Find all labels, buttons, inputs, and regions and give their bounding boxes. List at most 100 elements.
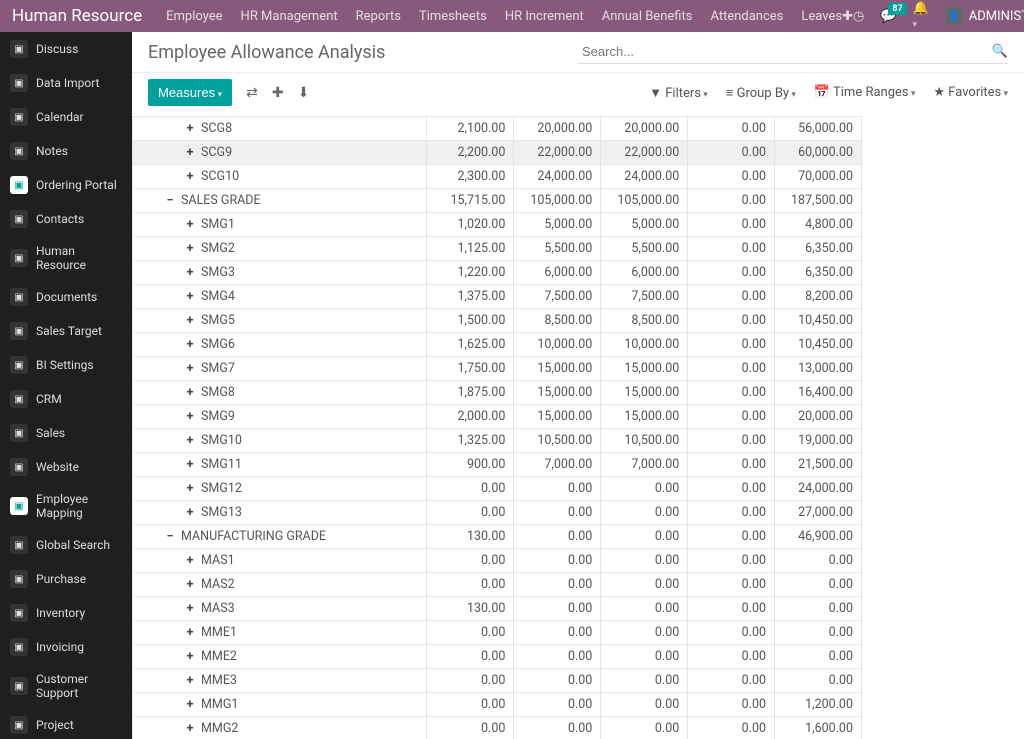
nav-hr-increment[interactable]: HR Increment xyxy=(505,9,584,24)
row-label-cell[interactable]: +MMG1 xyxy=(133,693,427,717)
sidebar-item-website[interactable]: ▣Website xyxy=(0,450,132,484)
nav-annual-benefits[interactable]: Annual Benefits xyxy=(602,9,693,24)
expand-icon[interactable]: + xyxy=(183,721,197,736)
row-label-cell[interactable]: −MANUFACTURING GRADE xyxy=(133,525,427,549)
table-row[interactable]: +SMG41,375.007,500.007,500.000.008,200.0… xyxy=(133,285,862,309)
table-row[interactable]: +SMG31,220.006,000.006,000.000.006,350.0… xyxy=(133,261,862,285)
table-row[interactable]: +MME30.000.000.000.000.00 xyxy=(133,669,862,693)
table-row[interactable]: +MMG10.000.000.000.001,200.00 xyxy=(133,693,862,717)
search-input[interactable] xyxy=(578,40,992,63)
table-row[interactable]: +SMG11900.007,000.007,000.000.0021,500.0… xyxy=(133,453,862,477)
row-label-cell[interactable]: +SMG8 xyxy=(133,381,427,405)
activity-icon[interactable]: ◷ xyxy=(853,9,864,24)
nav-hr-management[interactable]: HR Management xyxy=(241,9,338,24)
row-label-cell[interactable]: +MME3 xyxy=(133,669,427,693)
table-row[interactable]: +SCG82,100.0020,000.0020,000.000.0056,00… xyxy=(133,117,862,141)
expand-icon[interactable]: + xyxy=(183,625,197,640)
row-label-cell[interactable]: +MME2 xyxy=(133,645,427,669)
filters-dropdown[interactable]: ▼ Filters xyxy=(649,85,708,101)
table-row[interactable]: +SCG102,300.0024,000.0024,000.000.0070,0… xyxy=(133,165,862,189)
nav-employee[interactable]: Employee xyxy=(166,9,222,24)
sidebar-item-bi-settings[interactable]: ▣BI Settings xyxy=(0,348,132,382)
table-row[interactable]: +MME20.000.000.000.000.00 xyxy=(133,645,862,669)
search-icon[interactable]: 🔍 xyxy=(992,44,1008,59)
table-row[interactable]: +SMG130.000.000.000.0027,000.00 xyxy=(133,501,862,525)
expand-icon[interactable]: + xyxy=(183,409,197,424)
row-label-cell[interactable]: +SMG11 xyxy=(133,453,427,477)
table-row[interactable]: +SMG11,020.005,000.005,000.000.004,800.0… xyxy=(133,213,862,237)
sidebar-item-contacts[interactable]: ▣Contacts xyxy=(0,202,132,236)
add-menu-icon[interactable]: ✚ xyxy=(842,9,853,24)
row-label-cell[interactable]: +MAS1 xyxy=(133,549,427,573)
nav-leaves[interactable]: Leaves xyxy=(801,9,842,24)
sidebar-item-discuss[interactable]: ▣Discuss xyxy=(0,32,132,66)
table-row[interactable]: +SMG81,875.0015,000.0015,000.000.0016,40… xyxy=(133,381,862,405)
expand-icon[interactable]: + xyxy=(183,217,197,232)
row-label-cell[interactable]: +SMG7 xyxy=(133,357,427,381)
expand-icon[interactable]: + xyxy=(183,649,197,664)
sidebar-item-invoicing[interactable]: ▣Invoicing xyxy=(0,630,132,664)
table-row[interactable]: +MAS20.000.000.000.000.00 xyxy=(133,573,862,597)
groupby-dropdown[interactable]: ≡ Group By xyxy=(726,85,796,101)
expand-icon[interactable]: + xyxy=(183,265,197,280)
expand-icon[interactable]: + xyxy=(183,673,197,688)
expand-icon[interactable]: + xyxy=(183,697,197,712)
download-icon[interactable]: ⬇ xyxy=(298,85,310,101)
nav-reports[interactable]: Reports xyxy=(356,9,401,24)
expand-icon[interactable]: + xyxy=(183,313,197,328)
sidebar-item-calendar[interactable]: ▣Calendar xyxy=(0,100,132,134)
row-label-cell[interactable]: +SMG2 xyxy=(133,237,427,261)
expand-icon[interactable]: + xyxy=(183,577,197,592)
sidebar-item-purchase[interactable]: ▣Purchase xyxy=(0,562,132,596)
table-row[interactable]: +SMG92,000.0015,000.0015,000.000.0020,00… xyxy=(133,405,862,429)
table-row[interactable]: +SMG71,750.0015,000.0015,000.000.0013,00… xyxy=(133,357,862,381)
row-label-cell[interactable]: −SALES GRADE xyxy=(133,189,427,213)
expand-icon[interactable]: + xyxy=(183,169,197,184)
row-label-cell[interactable]: +MAS3 xyxy=(133,597,427,621)
sidebar-item-customer-support[interactable]: ▣Customer Support xyxy=(0,664,132,708)
expand-icon[interactable]: + xyxy=(183,601,197,616)
table-row[interactable]: −MANUFACTURING GRADE130.000.000.000.0046… xyxy=(133,525,862,549)
table-row[interactable]: +SMG51,500.008,500.008,500.000.0010,450.… xyxy=(133,309,862,333)
row-label-cell[interactable]: +SMG6 xyxy=(133,333,427,357)
sidebar-item-ordering-portal[interactable]: ▣Ordering Portal xyxy=(0,168,132,202)
expand-icon[interactable]: + xyxy=(183,457,197,472)
row-label-cell[interactable]: +SCG8 xyxy=(133,117,427,141)
pivot-flip-icon[interactable]: ⇄ xyxy=(246,85,258,101)
expand-icon[interactable]: + xyxy=(183,505,197,520)
nav-attendances[interactable]: Attendances xyxy=(710,9,783,24)
sidebar-item-global-search[interactable]: ▣Global Search xyxy=(0,528,132,562)
row-label-cell[interactable]: +SMG13 xyxy=(133,501,427,525)
table-row[interactable]: +SMG61,625.0010,000.0010,000.000.0010,45… xyxy=(133,333,862,357)
expand-icon[interactable]: + xyxy=(183,241,197,256)
row-label-cell[interactable]: +MME1 xyxy=(133,621,427,645)
pivot-expand-icon[interactable]: ✚ xyxy=(272,85,284,101)
sidebar-item-project[interactable]: ▣Project xyxy=(0,708,132,739)
expand-icon[interactable]: + xyxy=(183,337,197,352)
timeranges-dropdown[interactable]: 📅 Time Ranges xyxy=(814,85,916,101)
expand-icon[interactable]: + xyxy=(183,361,197,376)
sidebar-item-employee-mapping[interactable]: ▣Employee Mapping xyxy=(0,484,132,528)
row-label-cell[interactable]: +SMG4 xyxy=(133,285,427,309)
favorites-dropdown[interactable]: ★ Favorites xyxy=(933,85,1008,101)
notifications-icon[interactable]: 🔔 xyxy=(913,1,929,31)
pivot-table-wrap[interactable]: +SCG82,100.0020,000.0020,000.000.0056,00… xyxy=(132,116,1024,739)
expand-icon[interactable]: + xyxy=(183,433,197,448)
sidebar-item-data-import[interactable]: ▣Data Import xyxy=(0,66,132,100)
table-row[interactable]: +MME10.000.000.000.000.00 xyxy=(133,621,862,645)
expand-icon[interactable]: + xyxy=(183,121,197,136)
expand-icon[interactable]: − xyxy=(163,529,177,544)
table-row[interactable]: +SMG101,325.0010,500.0010,500.000.0019,0… xyxy=(133,429,862,453)
row-label-cell[interactable]: +SMG12 xyxy=(133,477,427,501)
row-label-cell[interactable]: +SMG1 xyxy=(133,213,427,237)
table-row[interactable]: +SCG92,200.0022,000.0022,000.000.0060,00… xyxy=(133,141,862,165)
table-row[interactable]: +MAS10.000.000.000.000.00 xyxy=(133,549,862,573)
nav-timesheets[interactable]: Timesheets xyxy=(419,9,487,24)
table-row[interactable]: −SALES GRADE15,715.00105,000.00105,000.0… xyxy=(133,189,862,213)
row-label-cell[interactable]: +SMG10 xyxy=(133,429,427,453)
table-row[interactable]: +MMG20.000.000.000.001,600.00 xyxy=(133,717,862,739)
row-label-cell[interactable]: +MMG2 xyxy=(133,717,427,739)
sidebar-item-crm[interactable]: ▣CRM xyxy=(0,382,132,416)
sidebar-item-documents[interactable]: ▣Documents xyxy=(0,280,132,314)
row-label-cell[interactable]: +SCG10 xyxy=(133,165,427,189)
